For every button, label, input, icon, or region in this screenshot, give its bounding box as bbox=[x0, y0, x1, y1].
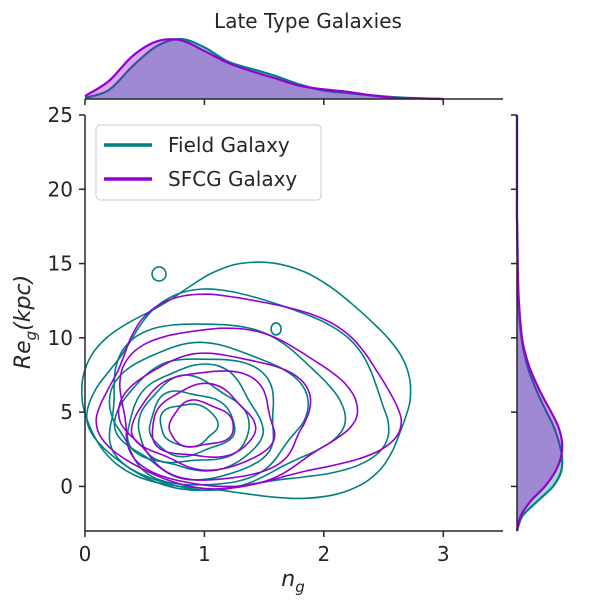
contour-level bbox=[159, 403, 219, 448]
legend: Field Galaxy SFCG Galaxy bbox=[95, 124, 322, 201]
contour-level bbox=[80, 261, 412, 500]
y-tick-label: 10 bbox=[48, 326, 73, 350]
contour-level bbox=[118, 327, 359, 488]
right-marginal-area bbox=[516, 115, 563, 531]
contour-level bbox=[137, 374, 250, 464]
contour-level bbox=[148, 390, 236, 458]
legend-box bbox=[95, 124, 322, 201]
contour-island bbox=[270, 322, 282, 336]
y-tick-label: 25 bbox=[48, 103, 73, 127]
contour-series-sfcg bbox=[95, 293, 403, 490]
top-marginal-plot bbox=[84, 37, 444, 101]
contour-level bbox=[95, 293, 403, 490]
top-marginal-line bbox=[84, 38, 444, 101]
contour-level bbox=[151, 382, 257, 458]
contour-level bbox=[130, 370, 276, 472]
legend-label-sfcg: SFCG Galaxy bbox=[168, 167, 297, 191]
y-tick-label: 5 bbox=[60, 400, 73, 424]
contour-level bbox=[85, 288, 390, 492]
contour-island bbox=[151, 266, 167, 282]
x-axis-label: ng bbox=[281, 567, 304, 596]
chart-title: Late Type Galaxies bbox=[214, 9, 402, 33]
axes: 0 1 2 3 0 5 10 15 20 25 bbox=[48, 98, 518, 566]
x-tick-label: 1 bbox=[198, 542, 211, 566]
contour-level bbox=[108, 341, 310, 486]
x-tick-label: 3 bbox=[437, 542, 450, 566]
y-tick-label: 20 bbox=[48, 177, 73, 201]
right-marginal-area bbox=[516, 115, 563, 531]
top-marginal-area bbox=[85, 38, 444, 99]
x-tick-label: 2 bbox=[317, 542, 330, 566]
y-tick-label: 15 bbox=[48, 252, 73, 276]
legend-label-field: Field Galaxy bbox=[168, 133, 290, 157]
main-contour-plot bbox=[80, 261, 412, 500]
x-tick-label: 0 bbox=[79, 542, 92, 566]
y-tick-label: 0 bbox=[60, 474, 73, 498]
y-axis-label: Reg(kpc) bbox=[11, 275, 40, 369]
top-marginal-area bbox=[85, 39, 444, 99]
contour-level bbox=[117, 352, 312, 481]
contour-level bbox=[168, 399, 235, 448]
y-axis-label-group: Reg(kpc) bbox=[11, 275, 40, 369]
